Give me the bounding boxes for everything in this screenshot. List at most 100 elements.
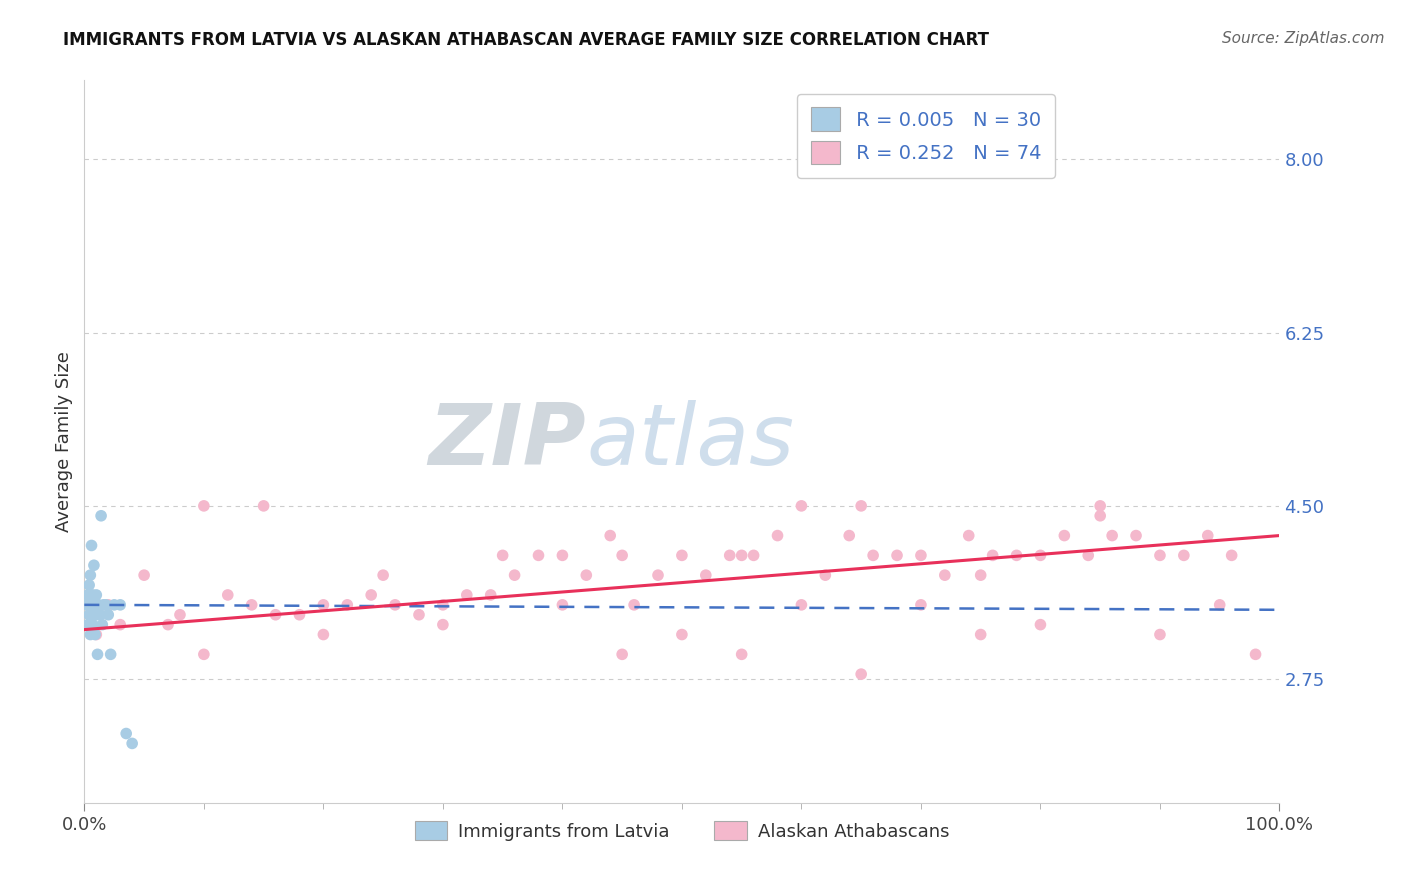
Point (647, 568, 669, 582)
Point (86, 648, 108, 662)
Point (84, 627, 107, 641)
Point (83, 607, 105, 622)
Point (671, 627, 693, 641)
Point (527, 549, 550, 563)
Point (94, 598, 117, 612)
Point (193, 499, 215, 513)
Point (115, 726, 138, 740)
Point (612, 648, 634, 662)
Point (1244, 648, 1267, 662)
Point (86, 588, 108, 602)
Point (910, 598, 932, 612)
Point (671, 549, 693, 563)
Point (312, 627, 335, 641)
Point (970, 627, 993, 641)
Point (360, 588, 382, 602)
Text: ZIP: ZIP (429, 400, 586, 483)
Point (456, 588, 478, 602)
Y-axis label: Average Family Size: Average Family Size (55, 351, 73, 532)
Point (84, 598, 107, 612)
Point (851, 667, 873, 681)
Point (612, 549, 634, 563)
Point (193, 648, 215, 662)
Point (599, 528, 621, 542)
Point (336, 598, 359, 612)
Point (623, 598, 645, 612)
Point (479, 588, 502, 602)
Point (790, 499, 813, 513)
Point (1005, 549, 1028, 563)
Point (742, 549, 765, 563)
Point (408, 607, 430, 622)
Point (97, 607, 120, 622)
Point (89, 607, 111, 622)
Point (76, 598, 98, 612)
Point (970, 568, 993, 582)
Point (731, 549, 754, 563)
Point (934, 568, 956, 582)
Legend: Immigrants from Latvia, Alaskan Athabascans: Immigrants from Latvia, Alaskan Athabasc… (408, 814, 956, 848)
Point (1029, 549, 1052, 563)
Point (1149, 549, 1171, 563)
Point (766, 528, 789, 542)
Point (432, 598, 454, 612)
Point (100, 648, 122, 662)
Point (90, 508, 112, 523)
Point (1173, 549, 1195, 563)
Point (312, 598, 335, 612)
Point (886, 549, 908, 563)
Point (79, 627, 101, 641)
Point (217, 588, 239, 602)
Point (1197, 528, 1219, 542)
Point (82, 588, 104, 602)
Point (77, 617, 100, 632)
Point (121, 736, 143, 750)
Point (851, 499, 873, 513)
Point (862, 549, 884, 563)
Point (503, 568, 526, 582)
Point (240, 598, 263, 612)
Point (157, 617, 180, 632)
Point (80, 598, 103, 612)
Text: IMMIGRANTS FROM LATVIA VS ALASKAN ATHABASCAN AVERAGE FAMILY SIZE CORRELATION CHA: IMMIGRANTS FROM LATVIA VS ALASKAN ATHABA… (63, 31, 990, 49)
Point (384, 598, 406, 612)
Point (790, 598, 813, 612)
Point (981, 549, 1004, 563)
Point (110, 617, 132, 632)
Text: atlas: atlas (586, 400, 794, 483)
Point (110, 598, 132, 612)
Point (718, 549, 741, 563)
Point (86, 627, 108, 641)
Point (432, 617, 454, 632)
Point (910, 549, 932, 563)
Point (1209, 598, 1232, 612)
Point (93, 598, 115, 612)
Point (551, 598, 574, 612)
Point (1220, 549, 1243, 563)
Point (91, 617, 114, 632)
Point (77, 607, 100, 622)
Point (87, 598, 110, 612)
Point (1077, 549, 1099, 563)
Point (1125, 528, 1147, 542)
Point (492, 549, 515, 563)
Point (82, 617, 104, 632)
Point (575, 568, 598, 582)
Point (1090, 508, 1112, 523)
Point (814, 568, 837, 582)
Point (86, 607, 108, 622)
Point (957, 528, 980, 542)
Point (264, 607, 287, 622)
Point (77, 578, 100, 592)
Point (838, 528, 860, 542)
Point (1090, 499, 1112, 513)
Point (103, 598, 125, 612)
Point (97, 598, 120, 612)
Point (288, 607, 311, 622)
Point (83, 558, 105, 573)
Point (1053, 528, 1076, 542)
Point (1029, 617, 1052, 632)
Point (80, 539, 103, 553)
Point (169, 607, 191, 622)
Point (1149, 627, 1171, 641)
